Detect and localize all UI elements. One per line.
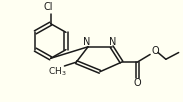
Text: CH$_3$: CH$_3$ — [48, 65, 67, 78]
Text: N: N — [83, 37, 91, 47]
Text: O: O — [151, 46, 159, 56]
Text: Cl: Cl — [44, 2, 53, 12]
Text: O: O — [133, 78, 141, 88]
Text: N: N — [109, 37, 116, 47]
